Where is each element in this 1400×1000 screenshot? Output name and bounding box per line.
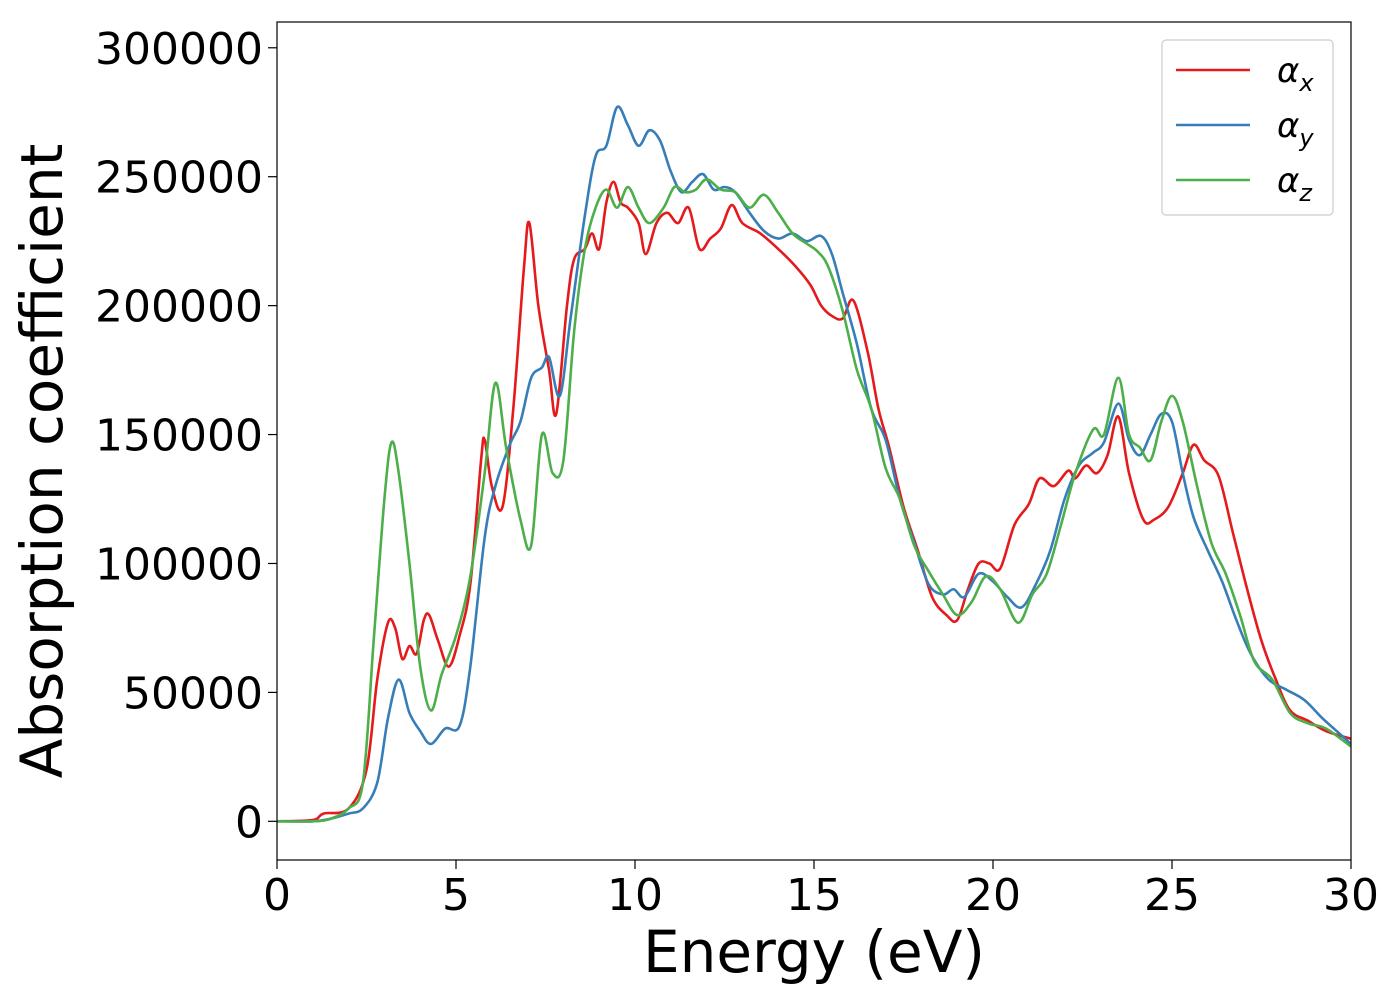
x-tick-label: 25: [1144, 870, 1200, 921]
x-axis-title: Energy (eV): [643, 918, 985, 986]
x-tick-label: 5: [442, 870, 470, 921]
legend-label-y: αy: [1277, 106, 1314, 152]
series-line-z: [277, 177, 1351, 823]
y-tick-label: 100000: [95, 539, 263, 590]
y-tick-label: 50000: [123, 668, 263, 719]
legend: αx αy αz: [1161, 39, 1334, 216]
x-tick-label: 0: [263, 870, 291, 921]
plot-lines: [277, 105, 1351, 823]
x-tick-label: 10: [607, 870, 663, 921]
y-tick-label: 300000: [95, 24, 263, 75]
y-tick-label: 200000: [95, 282, 263, 333]
x-tick-label: 30: [1323, 870, 1379, 921]
y-axis-title: Absorption coefficient: [8, 144, 76, 779]
y-tick-label: 250000: [95, 153, 263, 204]
x-tick-label: 20: [965, 870, 1021, 921]
y-axis-ticks: 0 50000 100000 150000 200000 250000 300000: [95, 24, 277, 848]
series-line-x: [277, 180, 1351, 823]
y-tick-label: 0: [235, 797, 263, 848]
x-tick-label: 15: [786, 870, 842, 921]
legend-label-z: αz: [1277, 161, 1313, 207]
y-tick-label: 150000: [95, 411, 263, 462]
series-line-y: [277, 105, 1351, 823]
x-axis-ticks: 0 5 10 15 20 25 30: [263, 860, 1379, 921]
legend-box: [1161, 39, 1334, 216]
legend-label-x: αx: [1277, 51, 1314, 97]
